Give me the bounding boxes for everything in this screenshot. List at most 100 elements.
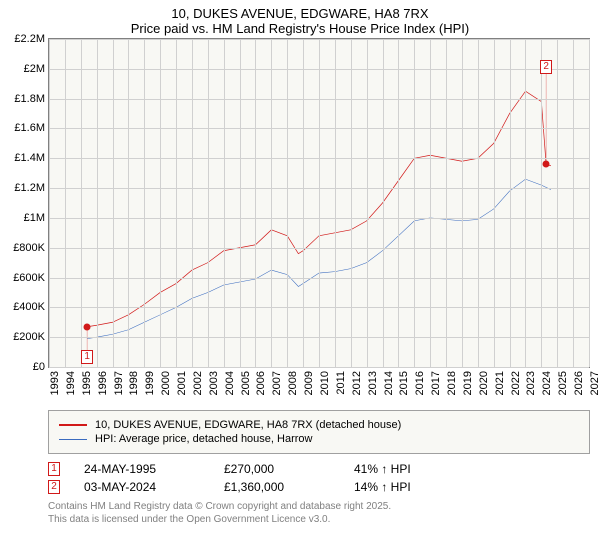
row-date: 03-MAY-2024 — [84, 480, 224, 494]
x-axis-label: 2005 — [240, 371, 252, 395]
legend-label: 10, DUKES AVENUE, EDGWARE, HA8 7RX (deta… — [95, 419, 401, 431]
footer-attribution: Contains HM Land Registry data © Crown c… — [48, 500, 590, 526]
row-price: £1,360,000 — [224, 480, 354, 494]
gridline-vertical — [557, 39, 558, 367]
x-axis-label: 2022 — [510, 371, 522, 395]
x-axis-label: 2013 — [367, 371, 379, 395]
x-axis-label: 2009 — [303, 371, 315, 395]
plot-area: £0£200K£400K£600K£800K£1M£1.2M£1.4M£1.6M… — [48, 38, 590, 368]
price-data-table: 1 24-MAY-1995£270,00041% ↑ HPI 203-MAY-202… — [48, 462, 590, 494]
x-axis-label: 2008 — [287, 371, 299, 395]
gridline-vertical — [240, 39, 241, 367]
x-axis-label: 2017 — [430, 371, 442, 395]
title-subtitle: Price paid vs. HM Land Registry's House … — [0, 21, 600, 36]
gridline-vertical — [287, 39, 288, 367]
legend-item: 10, DUKES AVENUE, EDGWARE, HA8 7RX (deta… — [59, 419, 579, 431]
gridline-vertical — [335, 39, 336, 367]
legend-label: HPI: Average price, detached house, Harr… — [95, 433, 312, 445]
gridline-vertical — [176, 39, 177, 367]
row-date: 24-MAY-1995 — [84, 462, 224, 476]
gridline-vertical — [446, 39, 447, 367]
x-axis-label: 2018 — [446, 371, 458, 395]
gridline-vertical — [589, 39, 590, 367]
gridline-vertical — [398, 39, 399, 367]
row-delta: 41% ↑ HPI — [354, 462, 454, 476]
y-axis-label: £1.6M — [14, 122, 45, 134]
x-axis-label: 2001 — [176, 371, 188, 395]
gridline-vertical — [128, 39, 129, 367]
gridline-vertical — [303, 39, 304, 367]
legend-swatch — [59, 439, 87, 440]
x-axis-label: 2023 — [525, 371, 537, 395]
x-axis-label: 2015 — [398, 371, 410, 395]
gridline-vertical — [49, 39, 50, 367]
x-axis-label: 2003 — [208, 371, 220, 395]
x-axis-label: 1995 — [81, 371, 93, 395]
gridline-horizontal — [49, 367, 589, 368]
footer-line2: This data is licensed under the Open Gov… — [48, 513, 590, 526]
title-address: 10, DUKES AVENUE, EDGWARE, HA8 7RX — [0, 6, 600, 21]
y-axis-label: £600K — [13, 272, 45, 284]
gridline-vertical — [144, 39, 145, 367]
marker-dot-1 — [84, 323, 91, 330]
y-axis-label: £1.4M — [14, 152, 45, 164]
x-axis-label: 2011 — [335, 371, 347, 395]
price-data-row: 203-MAY-2024£1,360,00014% ↑ HPI — [48, 480, 590, 494]
x-axis-label: 1999 — [144, 371, 156, 395]
y-axis-label: £0 — [33, 361, 45, 373]
chart-area: £0£200K£400K£600K£800K£1M£1.2M£1.4M£1.6M… — [48, 38, 590, 368]
gridline-vertical — [271, 39, 272, 367]
legend-swatch — [59, 424, 87, 426]
x-axis-label: 2026 — [573, 371, 585, 395]
gridline-vertical — [541, 39, 542, 367]
x-axis-label: 2004 — [224, 371, 236, 395]
gridline-vertical — [97, 39, 98, 367]
gridline-vertical — [81, 39, 82, 367]
chart-title-block: 10, DUKES AVENUE, EDGWARE, HA8 7RX Price… — [0, 0, 600, 38]
y-axis-label: £2.2M — [14, 33, 45, 45]
x-axis-label: 1993 — [49, 371, 61, 395]
gridline-vertical — [192, 39, 193, 367]
x-axis-label: 2024 — [541, 371, 553, 395]
gridline-vertical — [525, 39, 526, 367]
gridline-vertical — [478, 39, 479, 367]
y-axis-label: £1.2M — [14, 182, 45, 194]
y-axis-label: £1M — [24, 212, 45, 224]
gridline-vertical — [462, 39, 463, 367]
x-axis-label: 1997 — [113, 371, 125, 395]
gridline-vertical — [208, 39, 209, 367]
y-axis-label: £2M — [24, 63, 45, 75]
row-marker: 1 — [48, 462, 60, 476]
marker-label-2: 2 — [540, 60, 552, 74]
x-axis-label: 1996 — [97, 371, 109, 395]
marker-label-1: 1 — [81, 350, 93, 364]
x-axis-label: 2019 — [462, 371, 474, 395]
x-axis-label: 2012 — [351, 371, 363, 395]
x-axis-label: 2010 — [319, 371, 331, 395]
gridline-vertical — [65, 39, 66, 367]
gridline-vertical — [573, 39, 574, 367]
x-axis-label: 2021 — [494, 371, 506, 395]
x-axis-label: 2000 — [160, 371, 172, 395]
x-axis-label: 2020 — [478, 371, 490, 395]
y-axis-label: £1.8M — [14, 93, 45, 105]
gridline-vertical — [510, 39, 511, 367]
row-price: £270,000 — [224, 462, 354, 476]
x-axis-label: 2002 — [192, 371, 204, 395]
x-axis-label: 1994 — [65, 371, 77, 395]
gridline-vertical — [160, 39, 161, 367]
footer-line1: Contains HM Land Registry data © Crown c… — [48, 500, 590, 513]
x-axis-label: 2007 — [271, 371, 283, 395]
gridline-vertical — [430, 39, 431, 367]
x-axis-label: 2027 — [589, 371, 600, 395]
row-delta: 14% ↑ HPI — [354, 480, 454, 494]
gridline-vertical — [494, 39, 495, 367]
price-data-row: 1 24-MAY-1995£270,00041% ↑ HPI — [48, 462, 590, 476]
gridline-vertical — [367, 39, 368, 367]
x-axis-label: 2006 — [255, 371, 267, 395]
y-axis-label: £200K — [13, 331, 45, 343]
marker-dot-2 — [543, 161, 550, 168]
x-axis-label: 2025 — [557, 371, 569, 395]
x-axis-label: 2016 — [414, 371, 426, 395]
gridline-vertical — [414, 39, 415, 367]
